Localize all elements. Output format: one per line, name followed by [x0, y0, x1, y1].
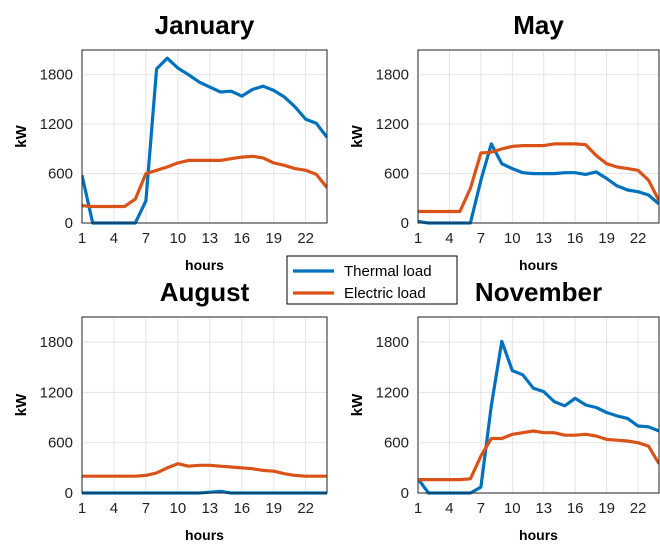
- x-tick-label: 19: [598, 500, 615, 517]
- chart-title: January: [155, 10, 255, 40]
- x-axis-label: hours: [519, 527, 558, 543]
- x-tick-label: 7: [142, 230, 150, 247]
- x-tick-label: 16: [567, 230, 584, 247]
- y-tick-label: 0: [401, 215, 409, 232]
- y-tick-label: 1200: [376, 116, 409, 133]
- legend-label: Thermal load: [344, 263, 432, 280]
- y-tick-label: 1800: [40, 334, 73, 351]
- plot-border: [417, 316, 660, 494]
- chart-panel-november: 1 4 7 10 13 16 19 22 0 600 1200 1800 November hours kW: [349, 277, 660, 543]
- x-tick-label: 16: [567, 500, 584, 517]
- x-tick-label: 22: [297, 230, 314, 247]
- x-tick-label: 4: [110, 230, 118, 247]
- x-tick-label: 10: [170, 230, 187, 247]
- legend-label: Electric load: [344, 285, 426, 302]
- y-tick-label: 0: [65, 485, 73, 502]
- plot-border: [417, 49, 660, 224]
- x-tick-label: 13: [535, 230, 552, 247]
- x-tick-label: 10: [504, 500, 521, 517]
- x-tick-label: 10: [170, 500, 187, 517]
- x-tick-label: 1: [414, 230, 422, 247]
- plot-area: [417, 316, 660, 494]
- series-line-electric-load: [418, 429, 659, 482]
- plot-area: [81, 316, 328, 494]
- y-tick-label: 600: [384, 166, 409, 183]
- x-tick-label: 7: [477, 230, 485, 247]
- x-axis-label: hours: [519, 257, 558, 273]
- chart-panel-august: 1 4 7 10 13 16 19 22 0 600 1200 1800 August hours kW: [13, 277, 328, 543]
- plot-area: [81, 49, 328, 224]
- y-axis-label: kW: [349, 393, 366, 416]
- x-tick-label: 22: [630, 230, 647, 247]
- x-tick-label: 19: [265, 500, 282, 517]
- y-tick-label: 1800: [376, 334, 409, 351]
- x-tick-label: 4: [445, 230, 453, 247]
- y-tick-label: 0: [401, 485, 409, 502]
- x-tick-label: 10: [504, 230, 521, 247]
- x-axis-label: hours: [185, 527, 224, 543]
- series-line-electric-load: [82, 154, 327, 209]
- x-tick-label: 13: [201, 500, 218, 517]
- legend: Thermal load Electric load: [286, 255, 458, 305]
- series-line-electric-load: [82, 462, 327, 478]
- y-tick-label: 600: [48, 166, 73, 183]
- series-line-electric-load: [418, 142, 659, 214]
- y-tick-label: 1800: [376, 67, 409, 84]
- y-tick-label: 1800: [40, 67, 73, 84]
- y-tick-label: 0: [65, 215, 73, 232]
- y-tick-label: 600: [48, 435, 73, 452]
- x-tick-label: 16: [233, 500, 250, 517]
- y-axis-label: kW: [349, 124, 366, 147]
- x-tick-label: 19: [265, 230, 282, 247]
- x-tick-label: 13: [201, 230, 218, 247]
- x-tick-label: 7: [477, 500, 485, 517]
- chart-title: August: [160, 277, 250, 307]
- x-tick-label: 4: [110, 500, 118, 517]
- y-tick-label: 1200: [376, 384, 409, 401]
- y-tick-label: 1200: [40, 384, 73, 401]
- x-tick-label: 16: [233, 230, 250, 247]
- x-tick-label: 22: [630, 500, 647, 517]
- y-axis-label: kW: [13, 393, 30, 416]
- plot-border: [81, 49, 328, 224]
- chart-title: November: [475, 277, 602, 307]
- plot-area: [417, 49, 660, 224]
- x-tick-label: 13: [535, 500, 552, 517]
- x-tick-label: 1: [78, 230, 86, 247]
- y-tick-label: 1200: [40, 116, 73, 133]
- x-tick-label: 22: [297, 500, 314, 517]
- x-tick-label: 1: [414, 500, 422, 517]
- chart-title: May: [513, 10, 564, 40]
- x-tick-label: 1: [78, 500, 86, 517]
- x-axis-label: hours: [185, 257, 224, 273]
- chart-panel-january: 1 4 7 10 13 16 19 22 0 600 1200 1800 January hours kW: [13, 10, 328, 273]
- x-tick-label: 19: [598, 230, 615, 247]
- plot-border: [81, 316, 328, 494]
- y-axis-label: kW: [13, 124, 30, 147]
- legend-box: [286, 255, 458, 305]
- chart-panel-may: 1 4 7 10 13 16 19 22 0 600 1200 1800 May hours kW: [349, 10, 660, 273]
- x-tick-label: 7: [142, 500, 150, 517]
- x-tick-label: 4: [445, 500, 453, 517]
- y-tick-label: 600: [384, 435, 409, 452]
